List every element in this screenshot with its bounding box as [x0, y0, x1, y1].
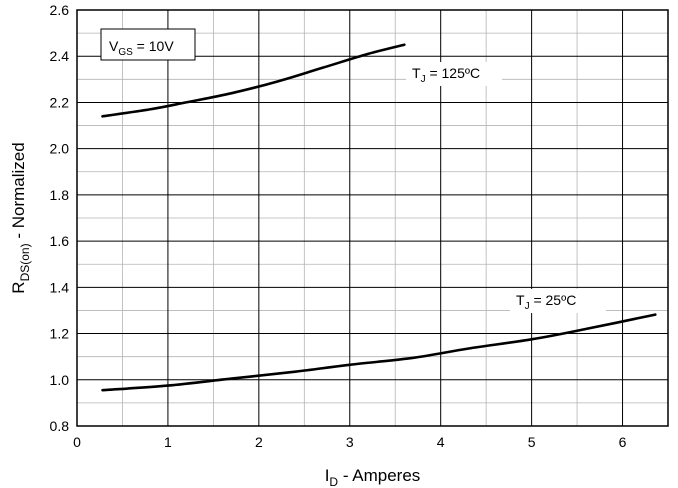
y-tick-label: 0.8	[50, 418, 70, 434]
x-tick-label: 1	[164, 434, 172, 450]
y-tick-label: 2.6	[50, 2, 70, 18]
series-label: TJ = 25ºC	[516, 292, 576, 312]
x-tick-label: 5	[528, 434, 536, 450]
vgs-condition-box: VGS = 10V	[100, 28, 196, 61]
series-label: TJ = 125ºC	[412, 65, 480, 85]
y-tick-labels: 0.8 1.0 1.2 1.4 1.6 1.8 2.0 2.2 2.4 2.6	[50, 2, 70, 434]
x-tick-label: 4	[437, 434, 445, 450]
y-tick-label: 1.8	[50, 187, 70, 203]
x-tick-label: 3	[346, 434, 354, 450]
series-label-background	[510, 289, 606, 313]
y-tick-label: 1.0	[50, 372, 70, 388]
series-line	[101, 313, 657, 392]
x-axis-label: ID - Amperes	[325, 466, 421, 488]
series-label-background	[406, 62, 502, 86]
minor-gridlines	[77, 10, 668, 426]
condition-box-text: VGS = 10V	[109, 38, 174, 58]
series-curves	[101, 43, 657, 392]
condition-box-frame	[100, 28, 196, 61]
y-axis-label: RDS(on) - Normalized	[9, 142, 32, 293]
y-tick-label: 2.0	[50, 141, 70, 157]
y-tick-label: 2.4	[50, 48, 70, 64]
y-tick-label: 1.2	[50, 326, 70, 342]
plot-frame	[76, 9, 669, 427]
x-tick-label: 6	[619, 434, 627, 450]
axis-labels: ID - Amperes RDS(on) - Normalized	[9, 142, 420, 488]
y-tick-label: 1.4	[50, 279, 70, 295]
series-annotations: TJ = 125ºC TJ = 25ºC	[406, 62, 606, 313]
x-tick-label: 0	[73, 434, 81, 450]
series-line	[101, 43, 406, 118]
y-tick-label: 2.2	[50, 94, 70, 110]
y-tick-label: 1.6	[50, 233, 70, 249]
x-tick-label: 2	[255, 434, 263, 450]
x-tick-labels: 0 1 2 3 4 5 6	[73, 434, 627, 450]
